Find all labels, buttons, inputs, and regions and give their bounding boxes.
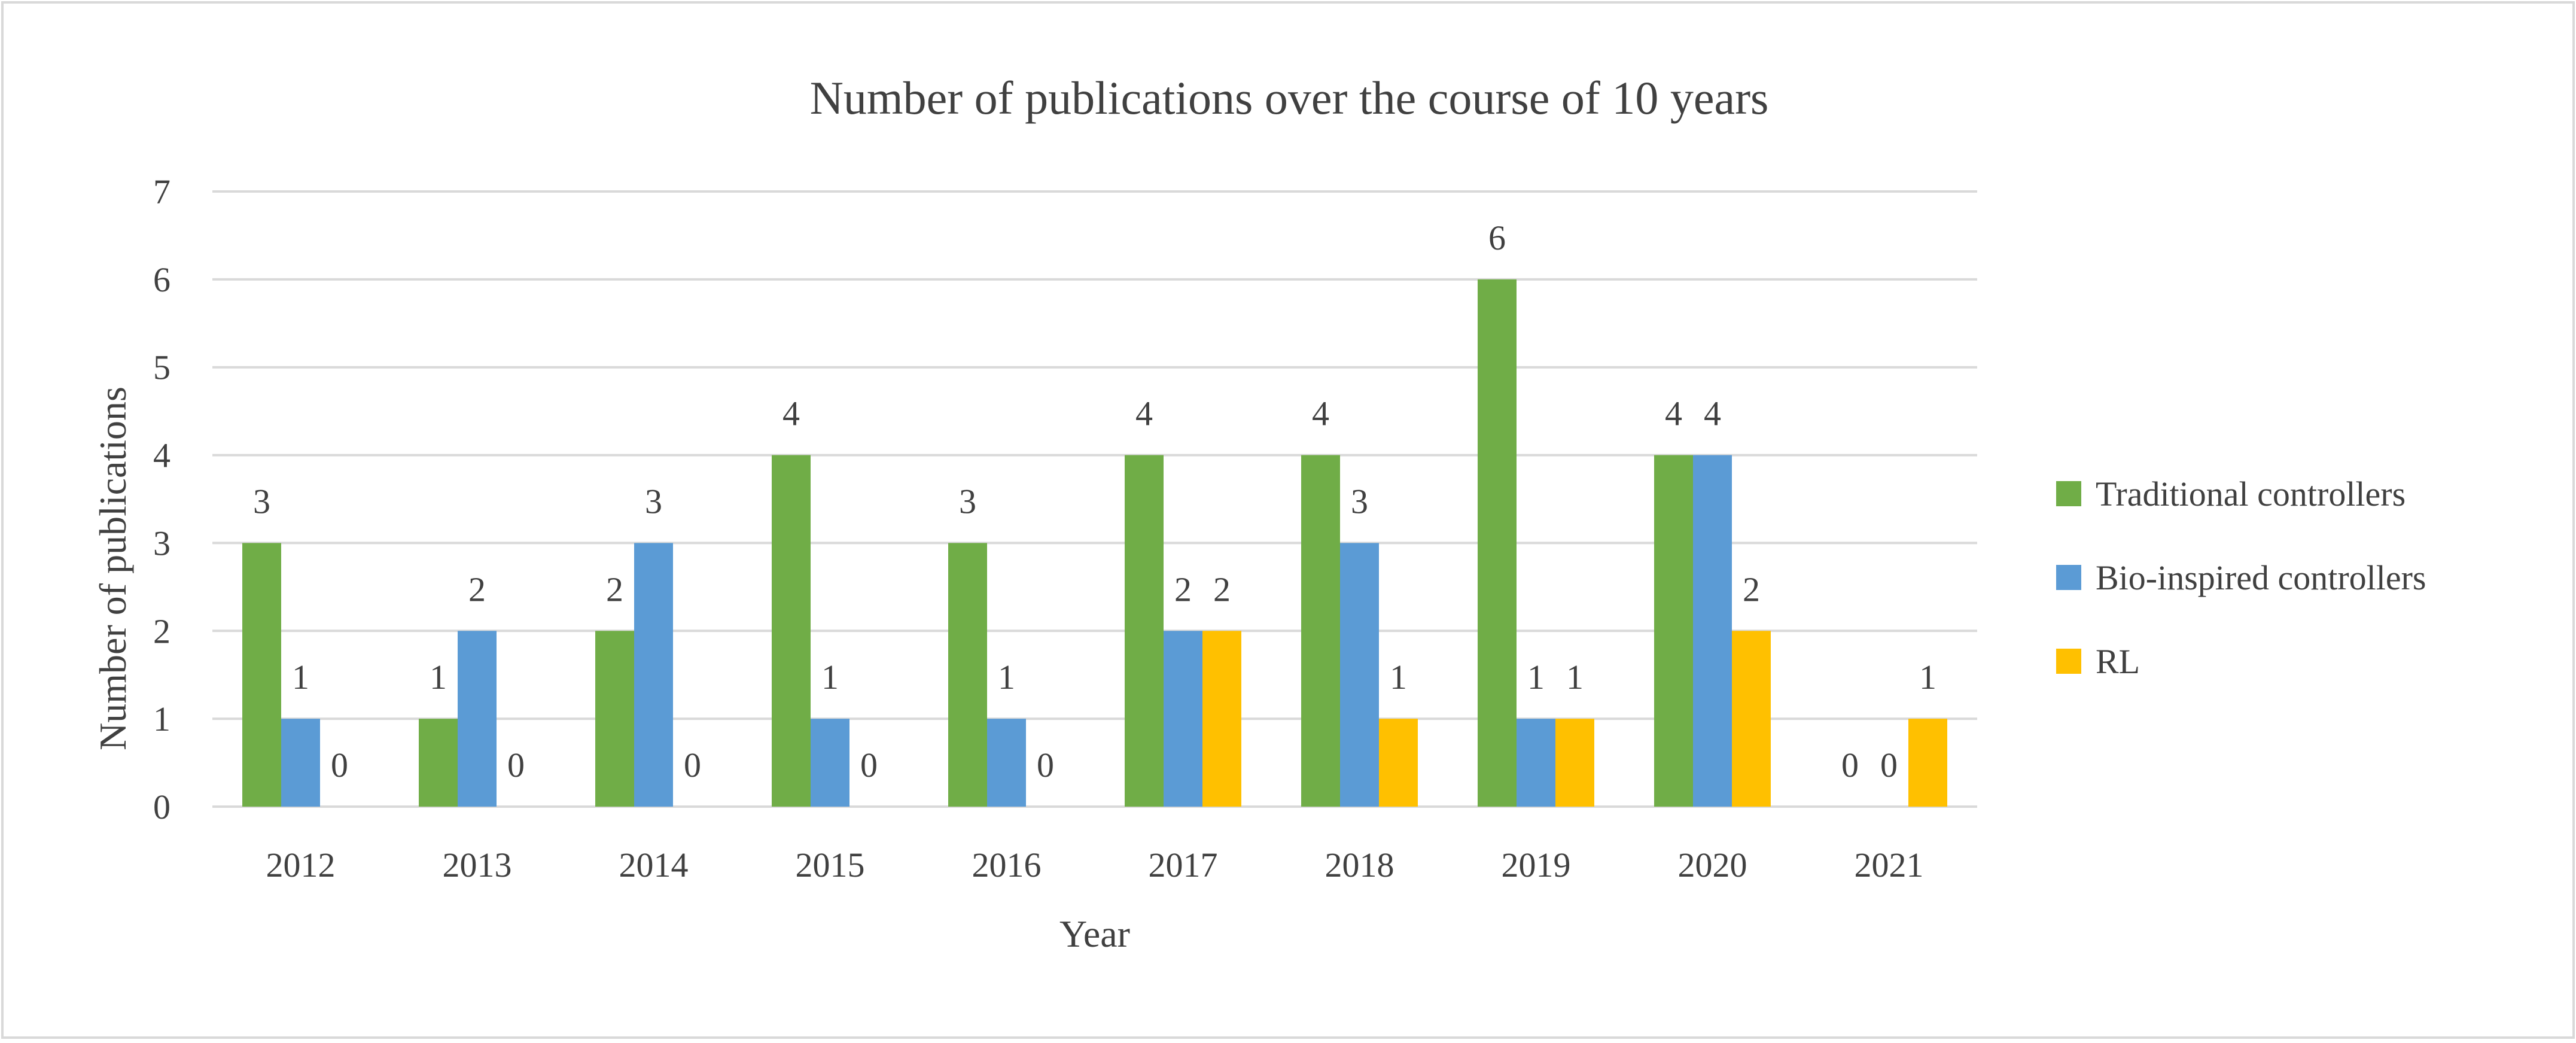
data-label: 2 bbox=[1743, 570, 1760, 609]
data-label: 4 bbox=[1312, 394, 1329, 433]
data-label: 2 bbox=[468, 570, 486, 609]
bar-traditional-controllers-2020 bbox=[1654, 455, 1693, 807]
chart-title: Number of publications over the course o… bbox=[810, 72, 1769, 124]
data-label: 0 bbox=[684, 746, 701, 784]
legend-swatch bbox=[2056, 481, 2081, 506]
bar-rl-2019 bbox=[1555, 719, 1594, 807]
x-tick-label: 2017 bbox=[1149, 846, 1218, 884]
x-tick-label: 2016 bbox=[972, 846, 1042, 884]
data-label: 1 bbox=[1390, 658, 1407, 697]
data-label: 0 bbox=[1037, 746, 1054, 784]
x-tick-label: 2020 bbox=[1678, 846, 1747, 884]
bar-bio-inspired-controllers-2017 bbox=[1164, 631, 1202, 807]
legend-swatch bbox=[2056, 565, 2081, 590]
legend-swatch bbox=[2056, 649, 2081, 674]
data-label: 0 bbox=[1841, 746, 1859, 784]
y-axis-ticks: 0 1 2 3 4 5 6 7 bbox=[153, 172, 170, 826]
bar-rl-2017 bbox=[1202, 631, 1241, 807]
bar-bio-inspired-controllers-2018 bbox=[1340, 543, 1379, 807]
data-label: 4 bbox=[1704, 394, 1721, 433]
bar-traditional-controllers-2013 bbox=[419, 719, 458, 807]
data-label: 2 bbox=[606, 570, 623, 609]
y-tick-label: 1 bbox=[153, 700, 170, 738]
data-label: 1 bbox=[1566, 658, 1584, 697]
x-tick-label: 2013 bbox=[443, 846, 512, 884]
bar-traditional-controllers-2012 bbox=[242, 543, 281, 807]
data-label: 0 bbox=[1880, 746, 1898, 784]
data-label: 6 bbox=[1488, 218, 1506, 257]
bar-bio-inspired-controllers-2016 bbox=[987, 719, 1026, 807]
data-label: 0 bbox=[331, 746, 348, 784]
bar-bio-inspired-controllers-2012 bbox=[281, 719, 320, 807]
y-tick-label: 7 bbox=[153, 172, 170, 211]
y-tick-label: 2 bbox=[153, 612, 170, 650]
x-tick-label: 2018 bbox=[1325, 846, 1394, 884]
bar-rl-2021 bbox=[1908, 719, 1947, 807]
y-tick-label: 0 bbox=[153, 787, 170, 826]
data-label: 2 bbox=[1174, 570, 1192, 609]
x-tick-label: 2021 bbox=[1855, 846, 1924, 884]
y-tick-label: 4 bbox=[153, 436, 170, 475]
data-label: 3 bbox=[959, 482, 976, 521]
bar-traditional-controllers-2014 bbox=[595, 631, 634, 807]
data-label: 4 bbox=[1665, 394, 1682, 433]
bar-bio-inspired-controllers-2019 bbox=[1517, 719, 1555, 807]
data-label: 0 bbox=[507, 746, 525, 784]
bars bbox=[242, 279, 1947, 807]
bar-rl-2018 bbox=[1379, 719, 1418, 807]
y-tick-label: 6 bbox=[153, 260, 170, 299]
bar-traditional-controllers-2016 bbox=[948, 543, 987, 807]
data-label: 3 bbox=[645, 482, 662, 521]
bar-bio-inspired-controllers-2015 bbox=[811, 719, 849, 807]
bar-traditional-controllers-2017 bbox=[1125, 455, 1164, 807]
y-axis-title: Number of publications bbox=[92, 387, 134, 750]
legend: Traditional controllers Bio-inspired cont… bbox=[2056, 475, 2426, 681]
data-label: 4 bbox=[782, 394, 800, 433]
x-axis-title: Year bbox=[1059, 913, 1130, 955]
data-label: 3 bbox=[253, 482, 270, 521]
data-label: 1 bbox=[1919, 658, 1936, 697]
data-label: 3 bbox=[1351, 482, 1368, 521]
bar-traditional-controllers-2019 bbox=[1478, 279, 1517, 807]
gridlines bbox=[212, 190, 1977, 808]
legend-label: RL bbox=[2096, 642, 2140, 681]
bar-traditional-controllers-2018 bbox=[1301, 455, 1340, 807]
y-tick-label: 5 bbox=[153, 348, 170, 387]
x-tick-label: 2012 bbox=[266, 846, 336, 884]
data-label: 1 bbox=[430, 658, 447, 697]
x-tick-label: 2014 bbox=[619, 846, 689, 884]
y-tick-label: 3 bbox=[153, 524, 170, 562]
data-label: 1 bbox=[821, 658, 839, 697]
data-label: 1 bbox=[998, 658, 1015, 697]
data-label: 0 bbox=[860, 746, 878, 784]
bar-bio-inspired-controllers-2020 bbox=[1693, 455, 1732, 807]
x-axis-ticks: 2012 2013 2014 2015 2016 2017 2018 2019 2020 2021 bbox=[266, 846, 1924, 884]
data-label: 1 bbox=[292, 658, 309, 697]
bar-rl-2020 bbox=[1732, 631, 1771, 807]
data-label: 4 bbox=[1135, 394, 1153, 433]
data-label: 1 bbox=[1527, 658, 1545, 697]
bar-bio-inspired-controllers-2014 bbox=[634, 543, 673, 807]
bar-traditional-controllers-2015 bbox=[772, 455, 811, 807]
bar-bio-inspired-controllers-2013 bbox=[458, 631, 497, 807]
x-tick-label: 2019 bbox=[1502, 846, 1571, 884]
x-tick-label: 2015 bbox=[796, 846, 865, 884]
legend-label: Traditional controllers bbox=[2096, 475, 2406, 513]
legend-label: Bio-inspired controllers bbox=[2096, 558, 2426, 597]
data-label: 2 bbox=[1213, 570, 1231, 609]
